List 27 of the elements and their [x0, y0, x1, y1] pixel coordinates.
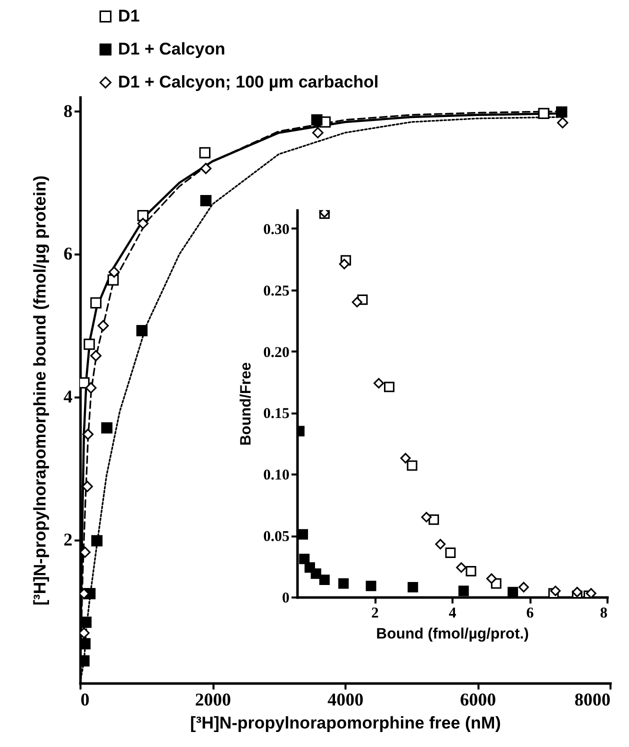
y-axis-title: [³H]N-propylnorapomorphine bound (fmol/µg protein)	[30, 175, 50, 606]
x-tick-label: 2	[371, 606, 379, 622]
x-tick-label: 4000	[328, 690, 364, 710]
x-tick-label: 8000	[574, 690, 610, 710]
legend-label: D1 + Calcyon	[118, 40, 226, 58]
x-tick-label: 4	[448, 606, 457, 622]
x-tick-label: 8	[600, 606, 608, 622]
x-tick-label: 6000	[460, 690, 496, 710]
legend-label: D1	[118, 6, 140, 26]
y-tick-label: 6	[64, 244, 72, 264]
y-axis-title: Bound/Free	[237, 362, 254, 446]
x-axis-title: Bound (fmol/µg/prot.)	[376, 626, 529, 642]
y-tick-label: 0.05	[263, 529, 290, 546]
x-tick-label: 2000	[195, 690, 231, 710]
y-tick-label: 4	[64, 386, 72, 407]
y-tick-label: 2	[64, 530, 72, 550]
y-tick-label: 0.30	[263, 222, 290, 238]
y-tick-label: 0.15	[263, 406, 290, 422]
x-axis-title: [³H]N-propylnorapomorphine free (nM)	[190, 714, 501, 732]
y-tick-label: 8	[64, 100, 72, 121]
x-tick-label: 6	[526, 606, 534, 622]
legend-label: D1 + Calcyon; 100 µm carbachol	[118, 72, 379, 92]
x-tick-label: 0	[80, 690, 90, 710]
y-tick-label: 0	[282, 590, 290, 606]
y-tick-label: 0.10	[263, 468, 290, 484]
y-tick-label: 0.25	[263, 283, 290, 300]
y-tick-label: 0.20	[263, 344, 290, 361]
